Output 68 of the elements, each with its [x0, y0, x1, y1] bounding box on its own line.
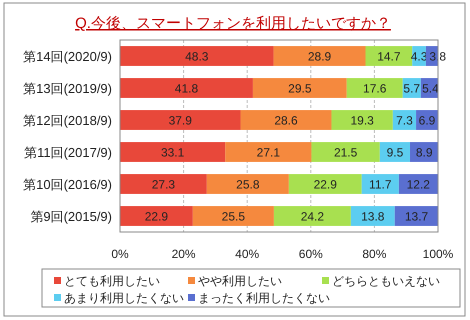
bar	[311, 142, 380, 162]
data-label: 22.9	[144, 210, 168, 224]
bar	[206, 174, 289, 194]
bar	[362, 174, 399, 194]
data-label: 8.9	[416, 146, 433, 160]
bar	[120, 142, 226, 162]
bar	[120, 174, 207, 194]
data-label: 6.9	[418, 114, 436, 128]
y-tick-label: 第9回(2015/9)	[30, 209, 112, 224]
data-label: 7.3	[396, 114, 414, 128]
legend-label: あまり利用したくない	[64, 291, 184, 305]
bar	[346, 78, 403, 98]
bar	[394, 206, 438, 226]
bar	[288, 174, 362, 194]
data-label: 24.2	[300, 210, 324, 224]
y-tick-label: 第13回(2019/9)	[23, 81, 112, 96]
data-label: 48.3	[185, 50, 209, 64]
x-tick-label: 40%	[235, 247, 260, 261]
x-tick-label: 0%	[111, 247, 129, 261]
data-label: 28.9	[308, 50, 332, 64]
bar	[331, 110, 393, 130]
bar	[398, 174, 438, 194]
data-label: 25.8	[236, 178, 260, 192]
bar	[240, 110, 332, 130]
legend-label: やや利用したい	[198, 274, 282, 288]
data-label: 37.9	[168, 114, 192, 128]
data-label: 5.7	[403, 82, 420, 96]
x-tick-label: 80%	[362, 247, 387, 261]
bar	[252, 78, 347, 98]
y-tick-label: 第11回(2017/9)	[24, 145, 112, 160]
data-label: 41.8	[174, 82, 198, 96]
data-label: 11.7	[369, 178, 392, 192]
x-tick-label: 20%	[172, 247, 196, 261]
data-label: 33.1	[160, 146, 185, 160]
bar	[274, 206, 351, 226]
y-tick-label: 第12回(2018/9)	[23, 113, 112, 128]
data-label: 14.7	[377, 50, 401, 64]
data-label: 9.5	[386, 146, 404, 160]
title: Q.今後、スマートフォンを利用したいですか？	[75, 15, 391, 32]
bar	[350, 206, 395, 226]
bar	[225, 142, 312, 162]
data-label: 13.7	[404, 210, 429, 224]
data-label: 21.5	[334, 146, 358, 160]
data-label: 12.2	[406, 178, 430, 192]
bar	[120, 46, 274, 66]
data-label: 5.4	[422, 82, 440, 96]
bar	[192, 206, 274, 226]
data-label: 22.9	[314, 178, 338, 192]
y-tick-label: 第14回(2020/9)	[23, 49, 112, 64]
data-label: 19.3	[350, 114, 374, 128]
data-label: 29.5	[288, 82, 312, 96]
legend-label: まったく利用したくない	[198, 291, 330, 305]
data-label: 13.8	[361, 210, 385, 224]
bar	[120, 110, 241, 130]
data-label: 25.5	[222, 210, 246, 224]
data-label: 27.3	[152, 178, 176, 192]
bar	[365, 46, 412, 66]
x-tick-label: 60%	[298, 247, 324, 261]
data-label: 28.6	[274, 114, 298, 128]
data-label: 27.1	[256, 146, 280, 160]
y-tick-label: 第10回(2016/9)	[23, 177, 112, 192]
legend-label: とても利用したい	[64, 274, 160, 288]
bar	[120, 206, 193, 226]
bar	[274, 46, 366, 66]
data-label: 17.6	[363, 82, 387, 96]
x-tick-label: 100%	[422, 247, 454, 261]
legend-label: どちらともいえない	[332, 274, 440, 288]
bar	[120, 78, 253, 98]
